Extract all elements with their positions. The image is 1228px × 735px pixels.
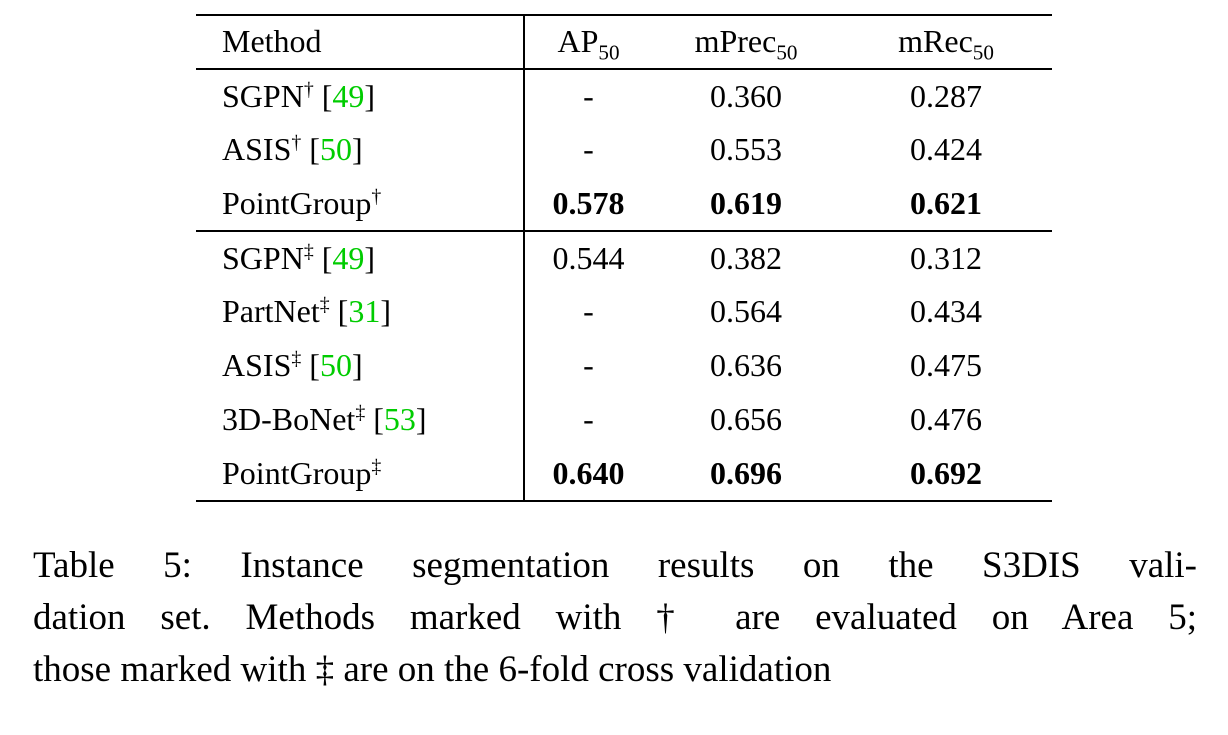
citation-number[interactable]: 50 [319,347,352,384]
table-caption: Table 5: Instance segmentation results o… [33,540,1197,696]
citation: [50] [309,347,362,383]
dagger-marker: † [303,78,314,101]
mrec50-value: 0.621 [910,184,982,221]
citation-number[interactable]: 50 [319,131,352,168]
mprec50-value: 0.656 [710,401,782,438]
ap50-value: - [583,347,594,384]
caption-line-3: those marked with ‡ are on the 6-fold cr… [33,649,832,690]
citation-number[interactable]: 49 [332,239,365,276]
mrec50-value: 0.312 [910,239,982,276]
results-table: Method AP50 mPrec50 mRec50 SGPN† [49] - … [196,14,1052,502]
mprec50-value: 0.636 [710,347,782,384]
citation-bracket-close: ] [364,239,376,276]
ap50-value: - [583,77,594,114]
caption-line-2: dation set. Methods marked with † are ev… [33,597,1197,638]
method-name: PointGroup [222,184,372,221]
ap50-value: - [583,131,594,168]
mrec-subscript: 50 [972,40,994,65]
citation: [31] [338,293,391,329]
method-name: 3D-BoNet [222,401,356,438]
method-name: SGPN [222,239,304,276]
method-cell: PointGroup‡ [196,447,525,501]
table-row: 3D-BoNet‡ [53] - 0.656 0.476 [196,393,1052,447]
ap50-value: - [583,401,594,438]
table-row: ASIS† [50] - 0.553 0.424 [196,123,1052,177]
column-header-mrec50: mRec50 [840,15,1052,69]
double-dagger-marker: ‡ [371,455,382,478]
citation: [50] [309,131,362,167]
citation-bracket-close: ] [351,347,363,384]
ap50-value: 0.544 [552,239,625,276]
double-dagger-marker: ‡ [303,240,314,263]
column-header-method: Method [196,15,525,69]
citation-bracket-open: [ [309,347,320,384]
table-row: PartNet‡ [31] - 0.564 0.434 [196,285,1052,339]
citation: [49] [322,78,375,114]
mrec50-value: 0.434 [910,293,982,330]
ap50-value: - [583,293,594,330]
column-header-mprec50: mPrec50 [652,15,840,69]
mrec-label: mRec [898,23,973,60]
method-cell: ASIS† [50] [196,123,525,177]
method-cell: ASIS‡ [50] [196,339,525,393]
table-row: PointGroup‡ 0.640 0.696 0.692 [196,447,1052,501]
mprec50-value: 0.382 [710,239,782,276]
mprec50-value: 0.564 [710,293,782,330]
method-cell: PartNet‡ [31] [196,285,525,339]
double-dagger-marker: ‡ [355,401,366,424]
mprec50-value: 0.696 [710,454,782,491]
citation-bracket-close: ] [351,131,363,168]
table-header: Method AP50 mPrec50 mRec50 [196,15,1052,69]
citation-bracket-open: [ [321,239,333,276]
mrec50-value: 0.692 [910,454,982,491]
method-name: PartNet [222,293,320,330]
mprec50-value: 0.360 [710,77,782,114]
citation: [49] [322,240,375,276]
dagger-marker: † [291,131,302,154]
table-row: SGPN† [49] - 0.360 0.287 [196,69,1052,123]
mrec50-value: 0.287 [910,77,982,114]
mprec50-value: 0.553 [710,131,782,168]
caption-line-1: Table 5: Instance segmentation results o… [33,545,1197,586]
citation-bracket-close: ] [364,77,376,114]
ap50-value: 0.578 [552,184,625,221]
table-row: ASIS‡ [50] - 0.636 0.475 [196,339,1052,393]
method-name: PointGroup [222,454,372,491]
citation-bracket-close: ] [415,401,427,438]
method-cell: 3D-BoNet‡ [53] [196,393,525,447]
double-dagger-marker: ‡ [319,293,330,316]
header-row: Method AP50 mPrec50 mRec50 [196,15,1052,69]
table-row: SGPN‡ [49] 0.544 0.382 0.312 [196,231,1052,285]
method-name: ASIS [222,347,292,384]
mrec50-value: 0.424 [910,131,982,168]
dagger-marker: † [371,185,382,208]
ap50-value: 0.640 [552,454,625,491]
mprec50-value: 0.619 [710,184,782,221]
mrec50-value: 0.475 [910,347,982,384]
method-cell: PointGroup† [196,177,525,231]
citation-bracket-open: [ [321,77,333,114]
citation-bracket-open: [ [337,293,349,330]
citation: [53] [373,401,426,437]
citation-bracket-close: ] [380,293,391,330]
double-dagger-marker: ‡ [291,347,302,370]
ap-subscript: 50 [598,40,620,65]
mprec-subscript: 50 [776,40,798,65]
mrec50-value: 0.476 [910,401,982,438]
method-name: SGPN [222,77,304,114]
method-cell: SGPN† [49] [196,69,525,123]
column-header-ap50: AP50 [524,15,652,69]
mprec-label: mPrec [694,23,777,60]
table-body: SGPN† [49] - 0.360 0.287 ASIS† [50] - 0.… [196,69,1052,501]
citation-bracket-open: [ [373,401,384,438]
method-name: ASIS [222,131,292,168]
citation-number[interactable]: 53 [383,401,416,438]
citation-bracket-open: [ [309,131,320,168]
table-row: PointGroup† 0.578 0.619 0.621 [196,177,1052,231]
citation-number[interactable]: 31 [348,293,381,330]
ap-label: AP [557,23,599,60]
method-cell: SGPN‡ [49] [196,231,525,285]
citation-number[interactable]: 49 [332,77,365,114]
